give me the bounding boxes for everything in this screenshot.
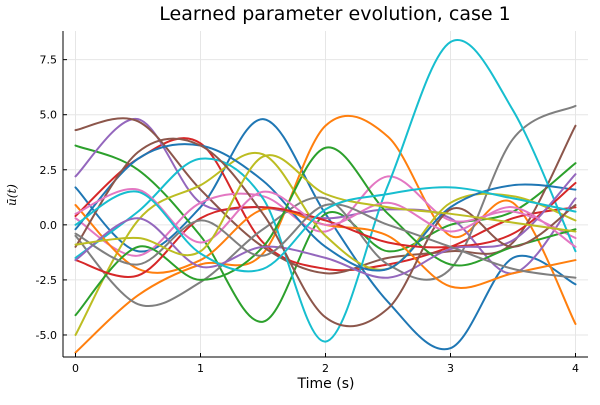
series-line-14	[74, 181, 577, 278]
y-tick-label: 0.0	[40, 219, 58, 232]
y-axis-label: ū(t)	[5, 184, 19, 206]
y-tick-label: -5.0	[36, 329, 57, 342]
y-tick-label: 2.5	[40, 164, 58, 177]
series-line-10	[74, 39, 577, 343]
series-line-19	[74, 154, 577, 257]
series-line-20	[74, 186, 577, 273]
x-tick-label: 0	[72, 362, 79, 375]
x-axis-label: Time (s)	[297, 376, 355, 392]
y-tick-label: -2.5	[36, 274, 57, 287]
x-tick-label: 1	[197, 362, 204, 375]
series-line-1	[74, 118, 577, 351]
series-line-6	[74, 117, 577, 275]
series-line-13	[74, 146, 577, 317]
series-line-15	[74, 173, 577, 279]
x-tick-label: 4	[572, 362, 579, 375]
series-line-17	[74, 188, 577, 248]
ticks: 0 1 2 3 4 -5.0 -2.5 0.0 2.5 5.0 7.5	[36, 54, 579, 375]
series-group	[74, 39, 577, 354]
chart-title: Learned parameter evolution, case 1	[159, 3, 510, 25]
series-line-11	[74, 143, 577, 272]
series-line-9	[74, 151, 577, 336]
x-tick-label: 2	[322, 362, 329, 375]
series-line-18	[74, 203, 577, 279]
y-tick-label: 7.5	[40, 54, 58, 67]
series-line-16	[74, 137, 577, 328]
x-tick-label: 3	[447, 362, 454, 375]
series-line-2	[74, 114, 577, 354]
y-tick-label: 5.0	[40, 109, 58, 122]
series-line-8	[74, 104, 577, 307]
